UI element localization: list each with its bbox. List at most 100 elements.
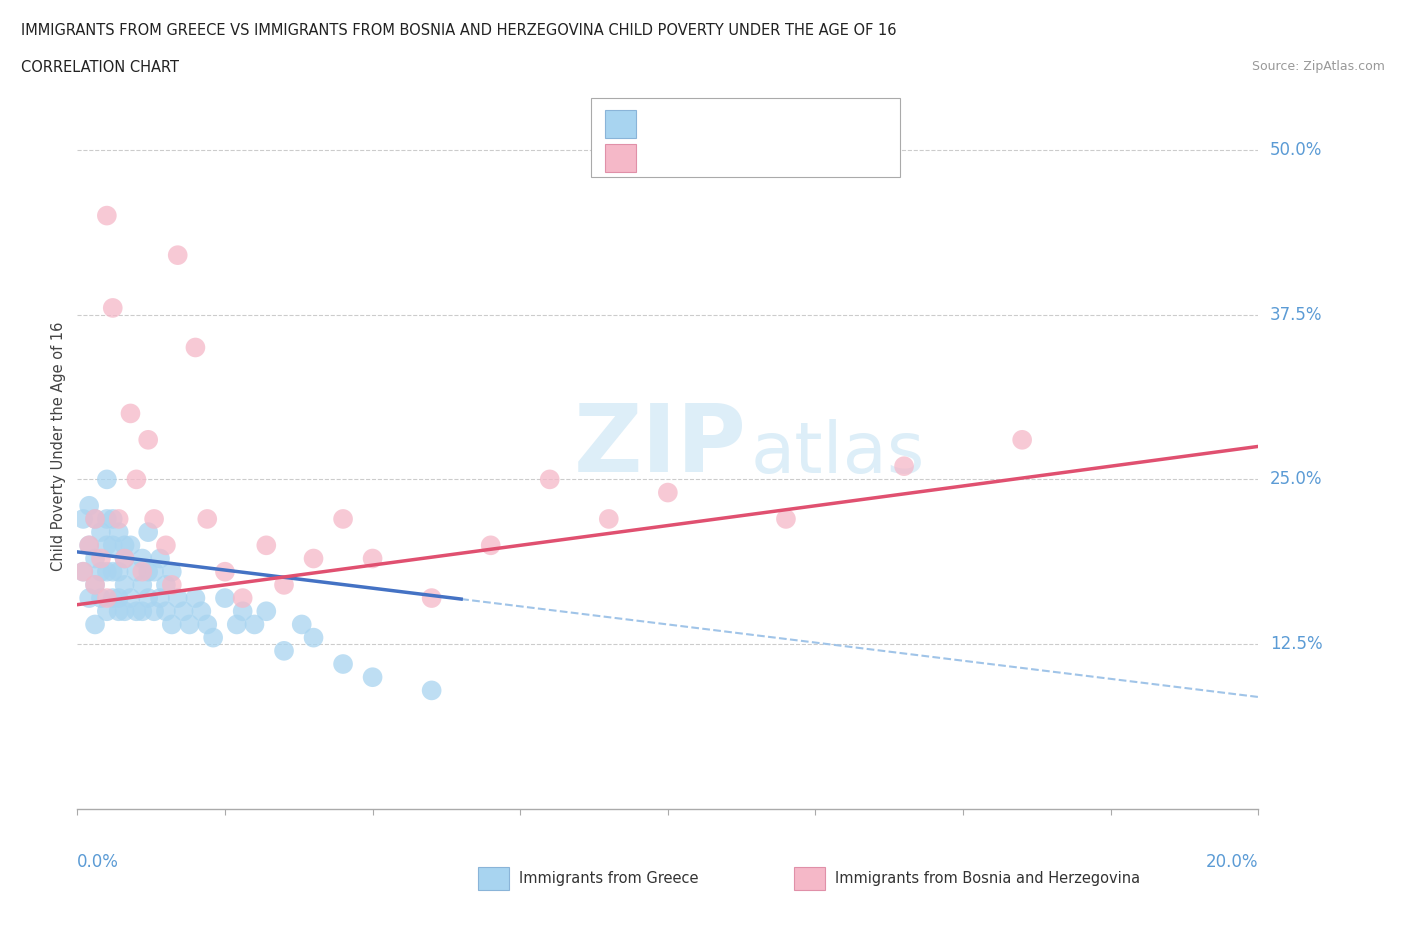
Point (131, 565, 153, 579)
Point (120, 591, 142, 605)
Text: Immigrants from Bosnia and Herzegovina: Immigrants from Bosnia and Herzegovina (835, 871, 1140, 886)
Text: R = -0.149   N = 64: R = -0.149 N = 64 (647, 116, 797, 131)
Point (120, 538, 142, 552)
Point (232, 604, 254, 618)
Point (131, 551, 153, 566)
Point (420, 591, 443, 605)
Point (657, 485, 679, 500)
Point (90, 525, 112, 539)
Point (361, 551, 384, 566)
Point (136, 432, 159, 447)
Point (107, 591, 129, 605)
Point (107, 565, 129, 579)
Point (114, 551, 136, 566)
Point (173, 604, 195, 618)
Point (90, 565, 112, 579)
Point (96, 472, 118, 486)
Point (84, 617, 107, 631)
Point (598, 512, 620, 526)
Point (291, 617, 314, 631)
Point (1011, 432, 1033, 447)
Point (125, 604, 148, 618)
Point (361, 670, 384, 684)
Point (190, 604, 212, 618)
Point (143, 604, 166, 618)
Point (101, 300, 124, 315)
Point (149, 551, 172, 566)
Point (84, 578, 107, 592)
Point (101, 591, 124, 605)
Point (96, 208, 118, 223)
Text: 0.0%: 0.0% (77, 853, 120, 870)
Point (96, 565, 118, 579)
Point (149, 591, 172, 605)
Point (195, 617, 218, 631)
Point (114, 578, 136, 592)
Point (775, 512, 797, 526)
Point (302, 631, 325, 645)
Point (125, 472, 148, 486)
Point (96, 591, 118, 605)
Point (179, 617, 201, 631)
Point (184, 591, 207, 605)
Text: 50.0%: 50.0% (1270, 140, 1323, 159)
Point (84, 578, 107, 592)
Point (136, 525, 159, 539)
Point (125, 565, 148, 579)
Text: ZIP: ZIP (574, 401, 747, 492)
Point (273, 644, 295, 658)
Point (96, 538, 118, 552)
Y-axis label: Child Poverty Under the Age of 16: Child Poverty Under the Age of 16 (51, 322, 66, 571)
Point (254, 604, 277, 618)
Point (184, 340, 207, 355)
Point (155, 538, 177, 552)
Point (107, 512, 129, 526)
Point (195, 512, 218, 526)
Point (160, 565, 183, 579)
Point (479, 538, 502, 552)
Point (202, 631, 225, 645)
Point (131, 578, 153, 592)
Point (225, 617, 247, 631)
Point (136, 591, 159, 605)
Point (101, 565, 124, 579)
Point (160, 617, 183, 631)
Text: 37.5%: 37.5% (1270, 306, 1323, 324)
Point (254, 538, 277, 552)
Text: R =  0.195   N = 35: R = 0.195 N = 35 (647, 151, 796, 166)
Point (160, 578, 183, 592)
Point (96, 512, 118, 526)
Point (84, 512, 107, 526)
Point (143, 512, 166, 526)
Point (273, 578, 295, 592)
Text: 12.5%: 12.5% (1270, 635, 1323, 653)
Point (420, 683, 443, 698)
Point (332, 657, 354, 671)
Text: atlas: atlas (751, 419, 925, 488)
Point (107, 525, 129, 539)
Text: IMMIGRANTS FROM GREECE VS IMMIGRANTS FROM BOSNIA AND HERZEGOVINA CHILD POVERTY U: IMMIGRANTS FROM GREECE VS IMMIGRANTS FRO… (21, 23, 897, 38)
Point (72, 565, 94, 579)
Point (114, 604, 136, 618)
Point (143, 565, 166, 579)
Point (114, 538, 136, 552)
Point (131, 604, 153, 618)
Point (77, 498, 100, 513)
Point (114, 551, 136, 566)
Point (96, 604, 118, 618)
Point (72, 565, 94, 579)
Point (107, 604, 129, 618)
Text: 25.0%: 25.0% (1270, 471, 1323, 488)
Text: Immigrants from Greece: Immigrants from Greece (519, 871, 699, 886)
Point (538, 472, 561, 486)
Point (77, 591, 100, 605)
Point (155, 604, 177, 618)
Text: 20.0%: 20.0% (1206, 853, 1258, 870)
Point (214, 565, 236, 579)
Text: Source: ZipAtlas.com: Source: ZipAtlas.com (1251, 60, 1385, 73)
Point (232, 591, 254, 605)
Point (155, 578, 177, 592)
Point (77, 538, 100, 552)
Point (101, 538, 124, 552)
Point (84, 551, 107, 566)
